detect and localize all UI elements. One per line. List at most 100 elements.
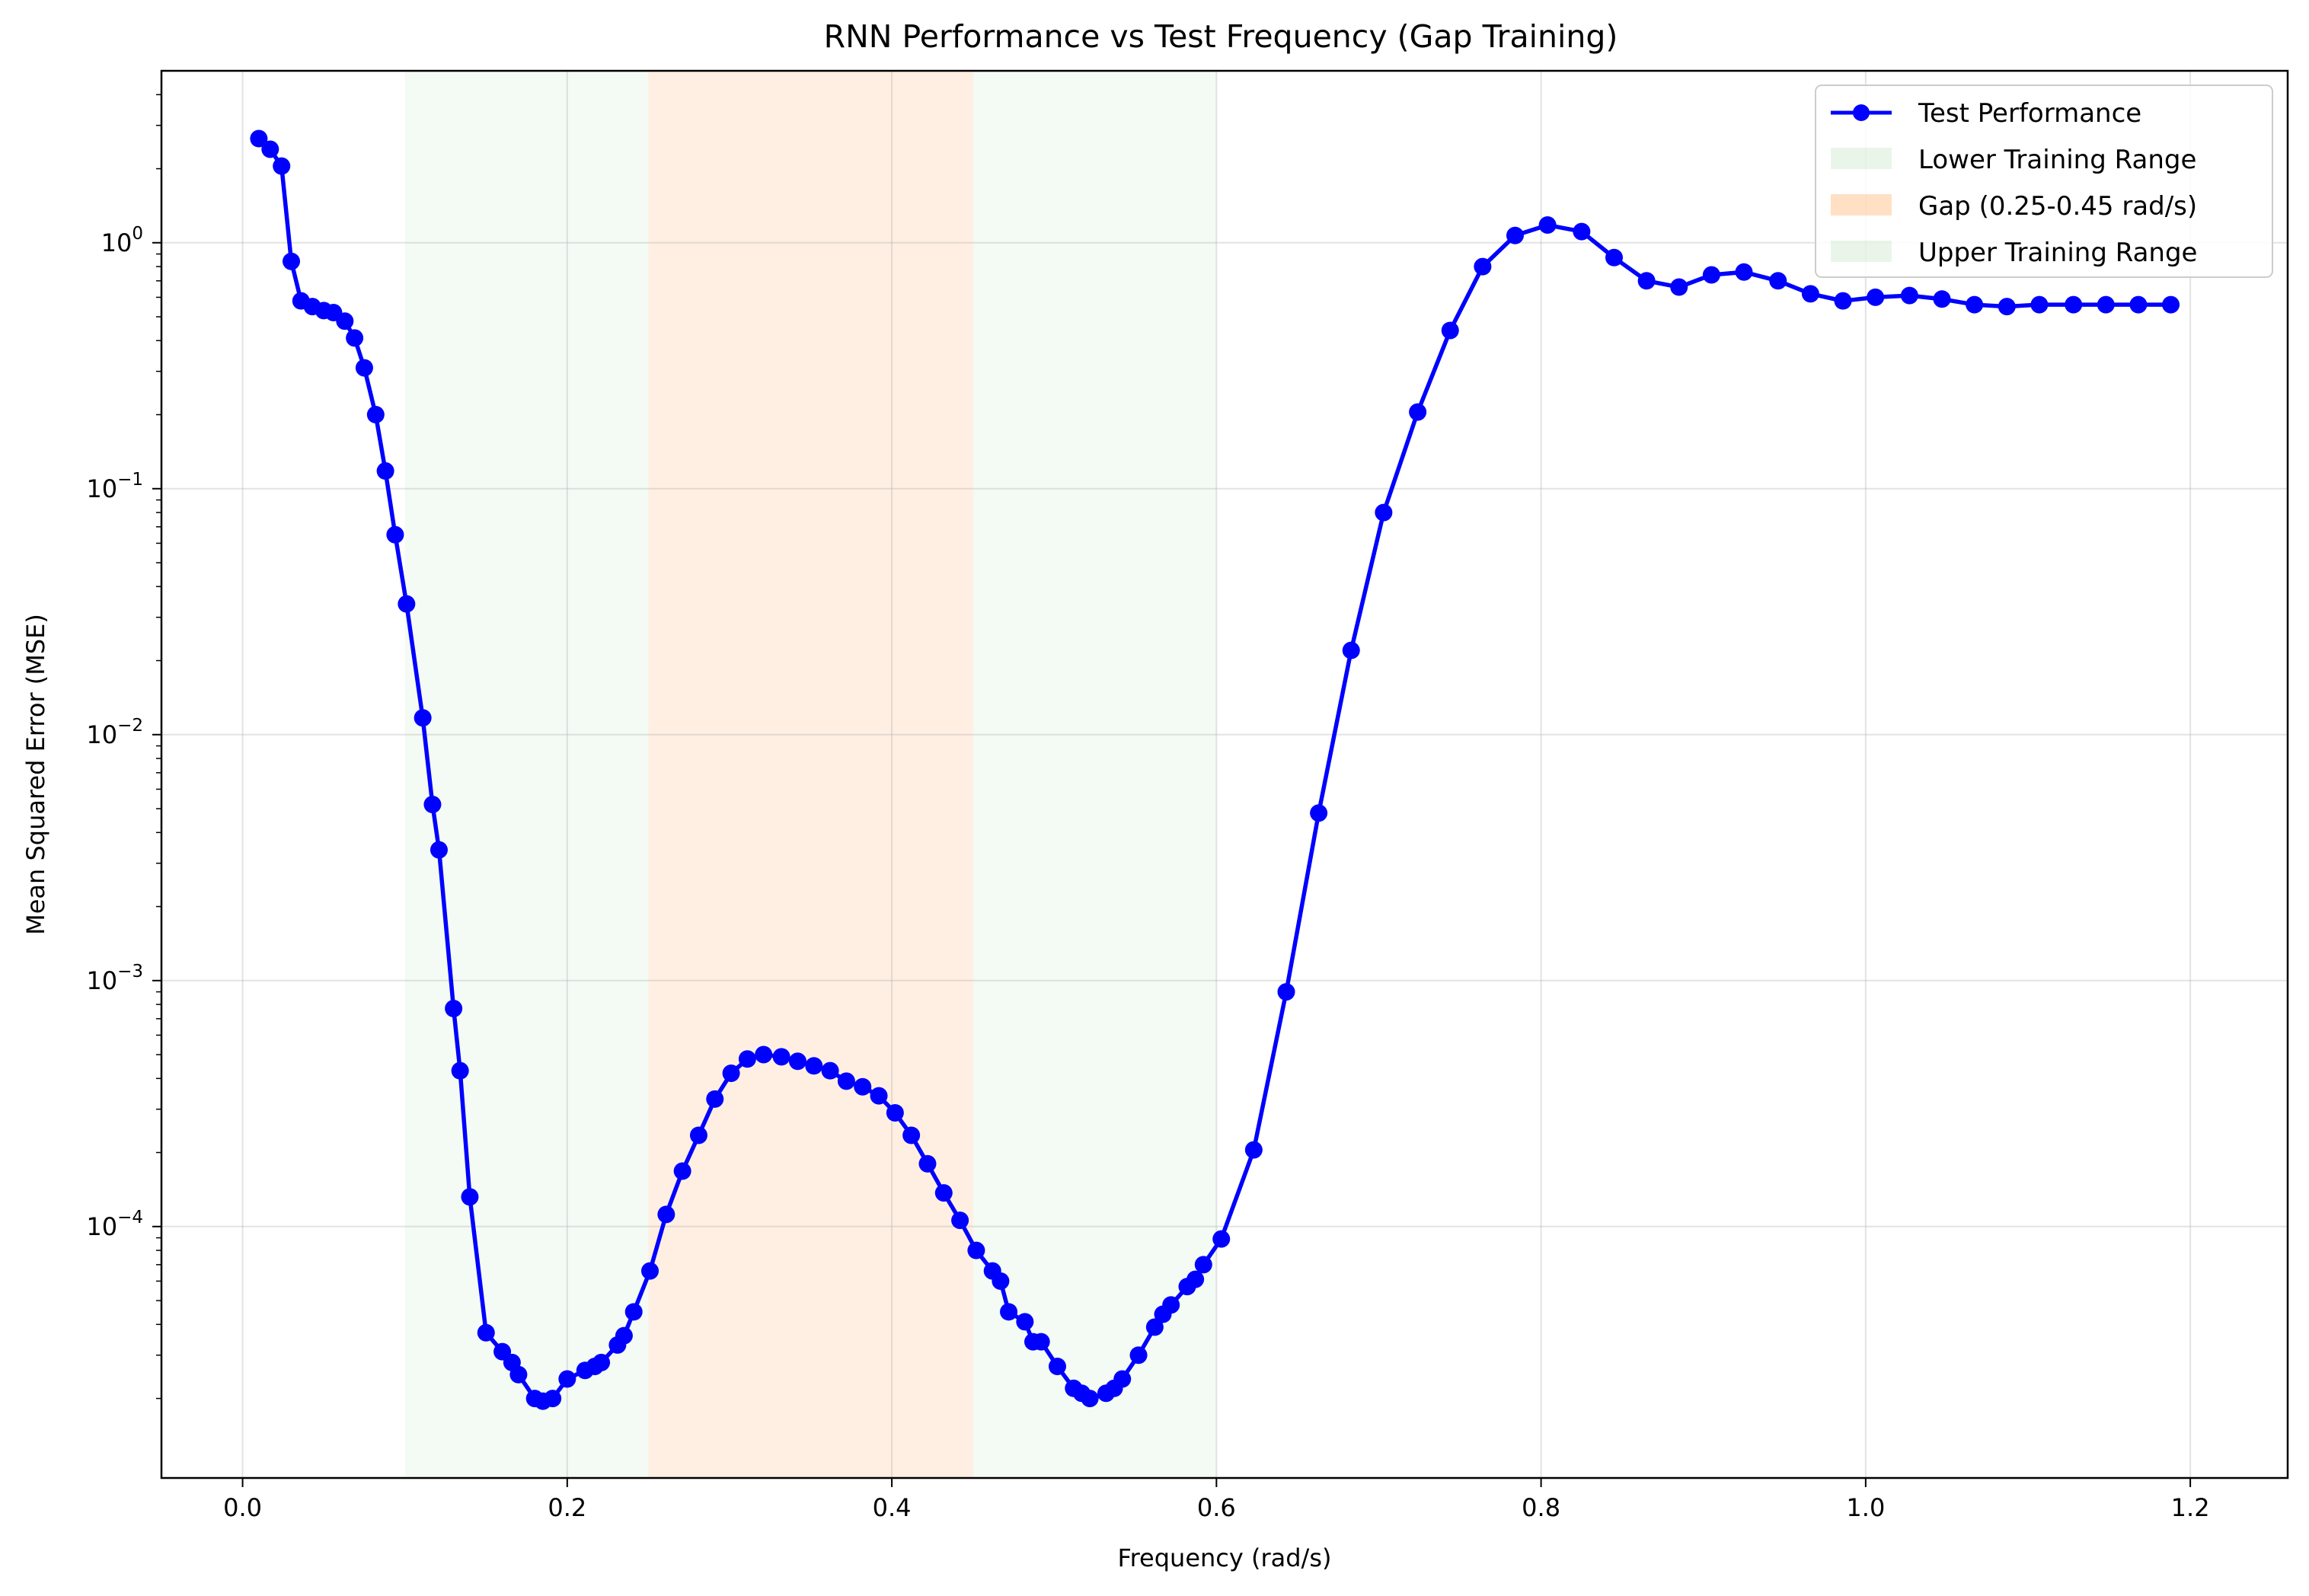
data-point: [722, 1064, 740, 1082]
data-point: [414, 709, 432, 727]
data-point: [544, 1390, 562, 1408]
data-point: [1966, 295, 1984, 314]
data-point: [1867, 288, 1885, 306]
data-point: [1194, 1256, 1212, 1274]
legend-frame: [1815, 85, 2273, 278]
data-point: [250, 129, 268, 148]
data-point: [558, 1370, 576, 1388]
data-point: [1900, 286, 1918, 305]
data-point: [1998, 298, 2016, 316]
shaded-regions: [404, 71, 1217, 1478]
data-point: [870, 1087, 888, 1105]
data-point: [837, 1072, 855, 1090]
series-line-0: [257, 137, 2171, 1403]
data-point: [1342, 641, 1360, 659]
data-point: [1000, 1303, 1018, 1321]
data-point: [821, 1061, 839, 1080]
data-point: [1769, 272, 1787, 290]
data-point: [376, 462, 394, 480]
y-axis-label: Mean Squared Error (MSE): [21, 614, 50, 935]
data-point: [1702, 266, 1720, 284]
data-point: [1048, 1357, 1066, 1375]
data-point: [755, 1045, 773, 1064]
data-point: [1375, 503, 1393, 522]
x-tick-label: 0.8: [1522, 1493, 1560, 1522]
legend-swatch-upper-training-range: [1831, 241, 1892, 262]
data-point: [1801, 285, 1819, 303]
data-point: [346, 329, 364, 347]
data-point: [423, 796, 442, 814]
x-tick-label: 1.2: [2171, 1493, 2210, 1522]
legend-label-lower-training-range: Lower Training Range: [1918, 145, 2196, 175]
data-point: [336, 312, 354, 330]
shaded-region-1: [648, 71, 973, 1478]
data-point: [283, 252, 301, 270]
data-point: [1244, 1141, 1263, 1159]
data-point: [706, 1090, 724, 1108]
data-point: [477, 1323, 495, 1342]
data-point: [1474, 257, 1492, 276]
x-tick-label: 0.0: [223, 1493, 262, 1522]
data-point: [1212, 1230, 1231, 1248]
data-point: [2129, 295, 2148, 314]
data-point: [788, 1052, 806, 1071]
data-point: [934, 1184, 953, 1202]
data-point: [854, 1077, 872, 1096]
data-point: [805, 1057, 823, 1075]
grid: [161, 71, 2288, 1478]
data-point: [1573, 222, 1591, 241]
data-point: [451, 1061, 469, 1080]
data-point: [1933, 290, 1951, 308]
data-point: [772, 1048, 790, 1066]
data-point: [1735, 263, 1753, 281]
data-point: [624, 1303, 643, 1321]
data-point: [273, 157, 291, 175]
data-point: [445, 999, 463, 1017]
legend-label-gap: Gap (0.25-0.45 rad/s): [1918, 191, 2197, 222]
legend-label-upper-training-range: Upper Training Range: [1918, 238, 2197, 268]
data-point: [967, 1241, 985, 1259]
data-point: [615, 1326, 633, 1345]
data-point: [1081, 1390, 1099, 1408]
data-point: [1409, 403, 1427, 421]
data-point: [1186, 1270, 1205, 1288]
legend-swatch-gap: [1831, 194, 1892, 215]
data-point: [886, 1103, 904, 1122]
data-point: [366, 406, 385, 424]
legend-label-test-performance: Test Performance: [1918, 98, 2141, 129]
plot-frame: [160, 69, 2289, 1479]
data-point: [386, 525, 404, 544]
data-point: [641, 1262, 659, 1280]
data-point: [592, 1353, 611, 1371]
x-axis-label: Frequency (rad/s): [1118, 1543, 1332, 1572]
data-point: [1605, 248, 1624, 267]
data-point: [1016, 1313, 1034, 1331]
data-point: [1441, 321, 1459, 340]
data-point: [1538, 216, 1557, 235]
data-point: [509, 1365, 528, 1384]
legend-marker-test-performance: [1853, 104, 1870, 121]
data-point: [1113, 1370, 1132, 1388]
data-point: [1145, 1318, 1164, 1336]
shaded-region-2: [972, 71, 1217, 1478]
data-point: [951, 1211, 969, 1230]
data-point: [1277, 983, 1295, 1001]
x-tick-label: 0.6: [1197, 1493, 1236, 1522]
data-point: [355, 359, 373, 377]
data-point: [1637, 272, 1656, 290]
data-point: [1162, 1296, 1180, 1314]
x-axis: 0.0 0.2 0.4 0.6 0.8 1.0 1.2: [223, 1478, 2210, 1522]
chart-title: RNN Performance vs Test Frequency (Gap T…: [824, 18, 1618, 55]
data-point: [461, 1188, 479, 1206]
data-point: [2030, 295, 2049, 314]
data-point: [992, 1272, 1010, 1290]
data-point: [1506, 226, 1525, 244]
x-tick-label: 1.0: [1846, 1493, 1885, 1522]
data-point: [673, 1162, 691, 1180]
data-point: [2162, 295, 2180, 314]
legend-swatch-lower-training-range: [1831, 148, 1892, 169]
data-point: [2097, 295, 2115, 314]
data-point: [2065, 295, 2083, 314]
data-point: [657, 1205, 675, 1224]
x-tick-label: 0.2: [548, 1493, 586, 1522]
